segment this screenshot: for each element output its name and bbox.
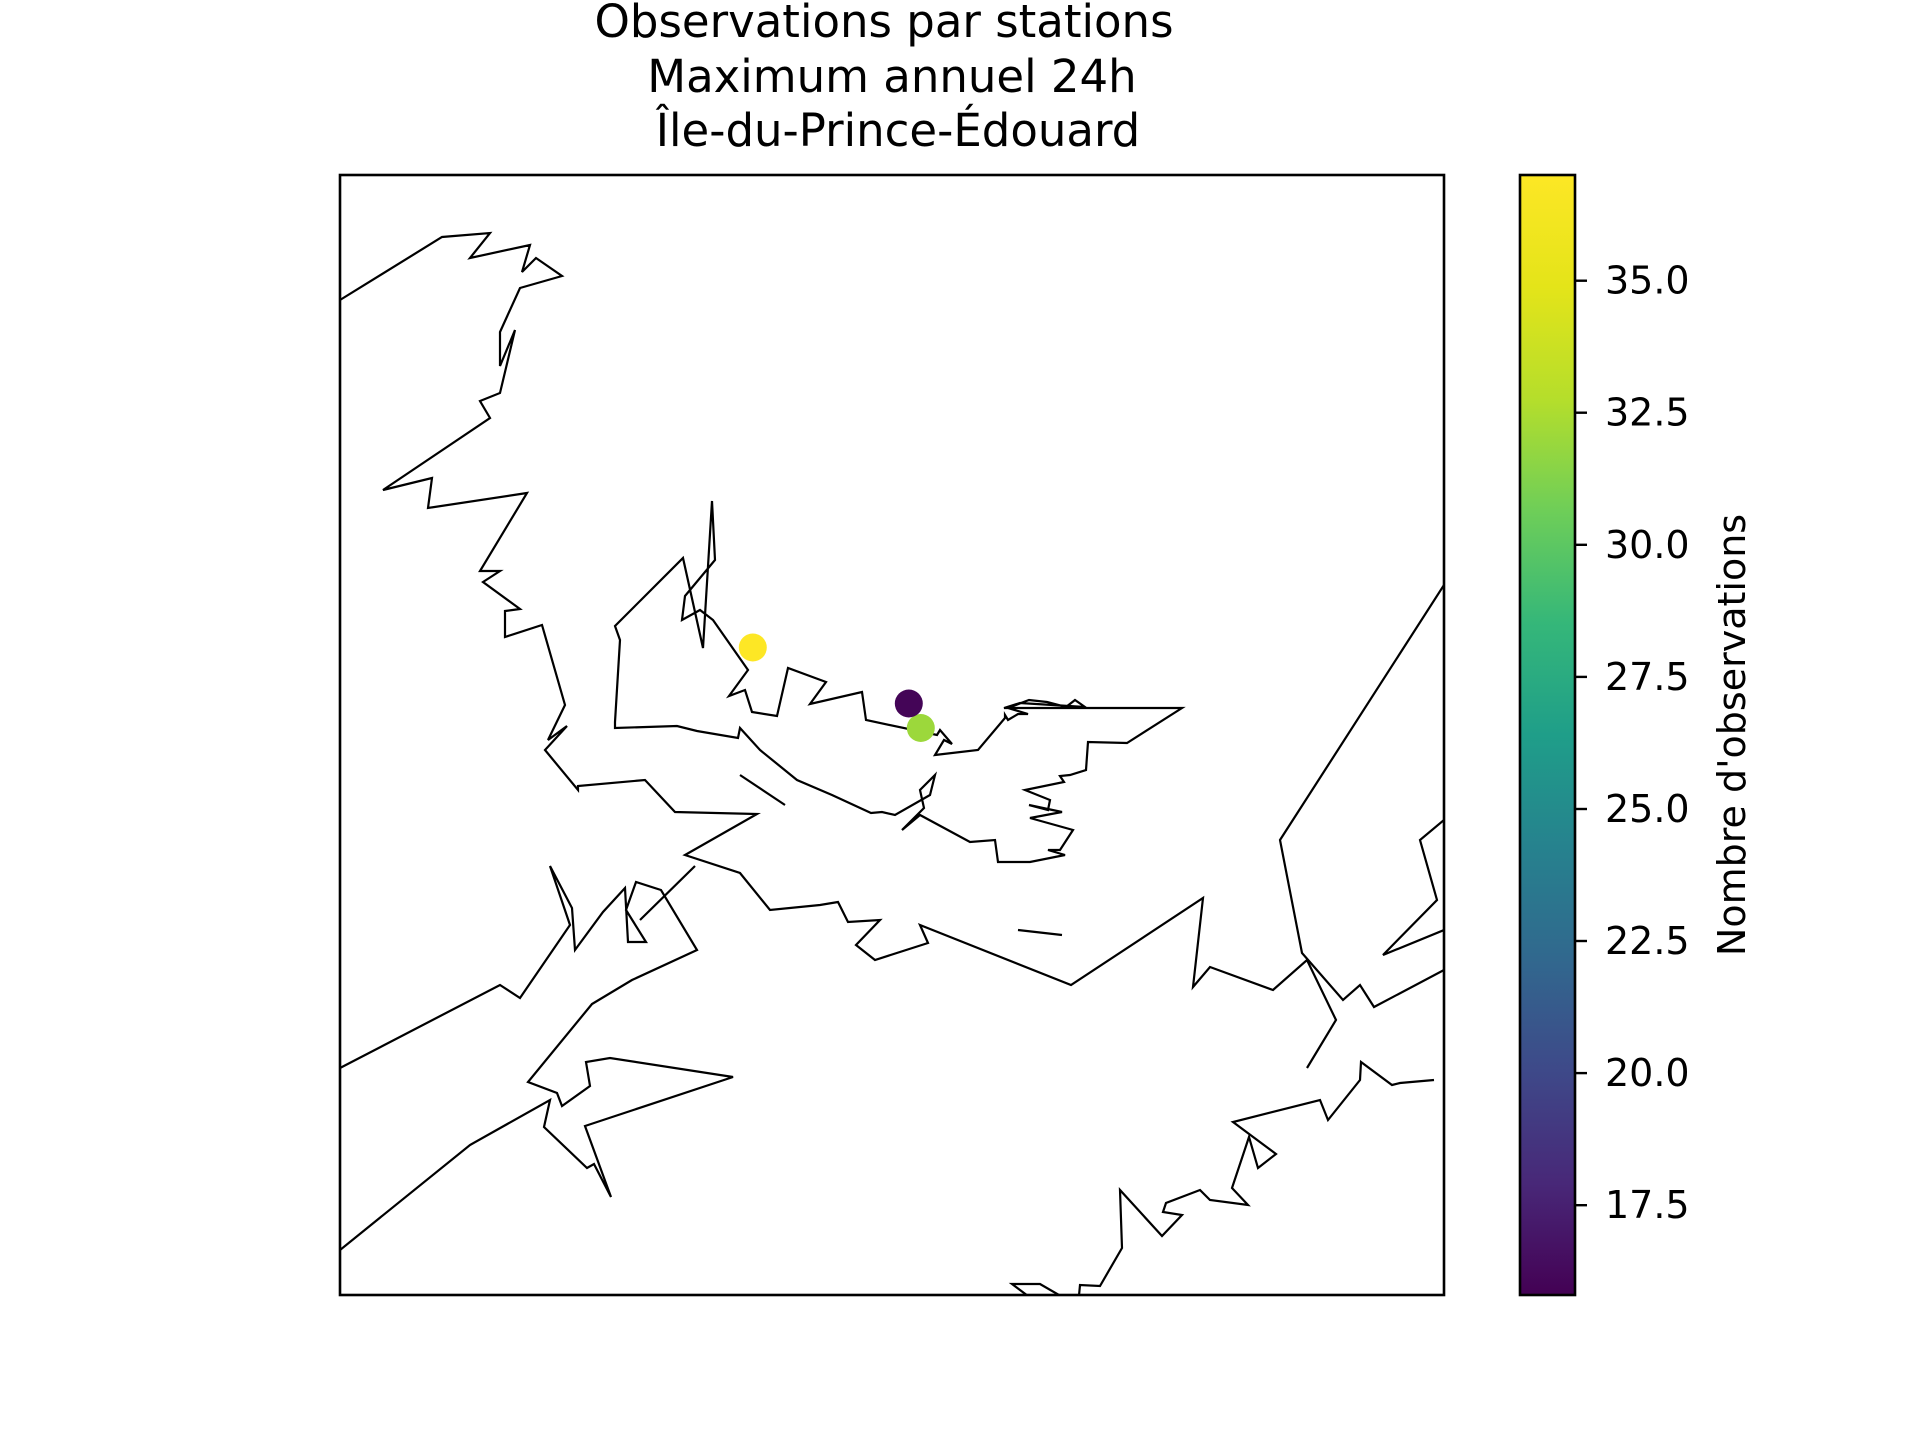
coastline-east-islands (1382, 819, 1444, 957)
colorbar-tick-label: 32.5 (1605, 391, 1690, 435)
colorbar-label: Nombre d'observations (1710, 514, 1754, 956)
coastline-cape-breton (1278, 584, 1444, 1009)
map-area (340, 175, 1444, 1295)
colorbar-tick-label: 25.0 (1605, 787, 1690, 831)
islet-south (1017, 928, 1063, 937)
station-marker (738, 633, 767, 662)
chart-title: Observations par stations Maximum annuel… (594, 0, 1173, 157)
confederation-bridge (639, 865, 696, 921)
colorbar-frame (1518, 173, 1577, 1297)
colorbar-tick-label: 30.0 (1605, 523, 1690, 567)
title-line-1: Observations par stations (594, 0, 1173, 48)
map-frame (338, 173, 1446, 1297)
colorbar-tick-label: 17.5 (1605, 1183, 1690, 1227)
colorbar-tick-label: 22.5 (1605, 919, 1690, 963)
title-line-2: Maximum annuel 24h (647, 50, 1136, 103)
colorbar: 17.5 20.0 22.5 25.0 27.5 30.0 32.5 35.0 Nombre … (1518, 173, 1754, 1297)
islet-west (739, 774, 786, 806)
station-marker (906, 714, 935, 742)
coastline-nova-scotia (340, 865, 734, 1251)
stations-layer (738, 633, 935, 742)
station-marker (894, 689, 923, 718)
colorbar-gradient (1520, 175, 1575, 1295)
coastline-pictou (1008, 1059, 1435, 1295)
colorbar-tick-label: 27.5 (1605, 655, 1690, 699)
title-line-3: Île-du-Prince-Édouard (655, 104, 1140, 157)
colorbar-tick-label: 20.0 (1605, 1051, 1690, 1095)
coastline-new-brunswick (340, 231, 1338, 1069)
colorbar-ticks: 17.5 20.0 22.5 25.0 27.5 30.0 32.5 35.0 (1575, 259, 1690, 1227)
colorbar-tick-label: 35.0 (1605, 259, 1690, 303)
prince-edward-island (613, 500, 1186, 864)
